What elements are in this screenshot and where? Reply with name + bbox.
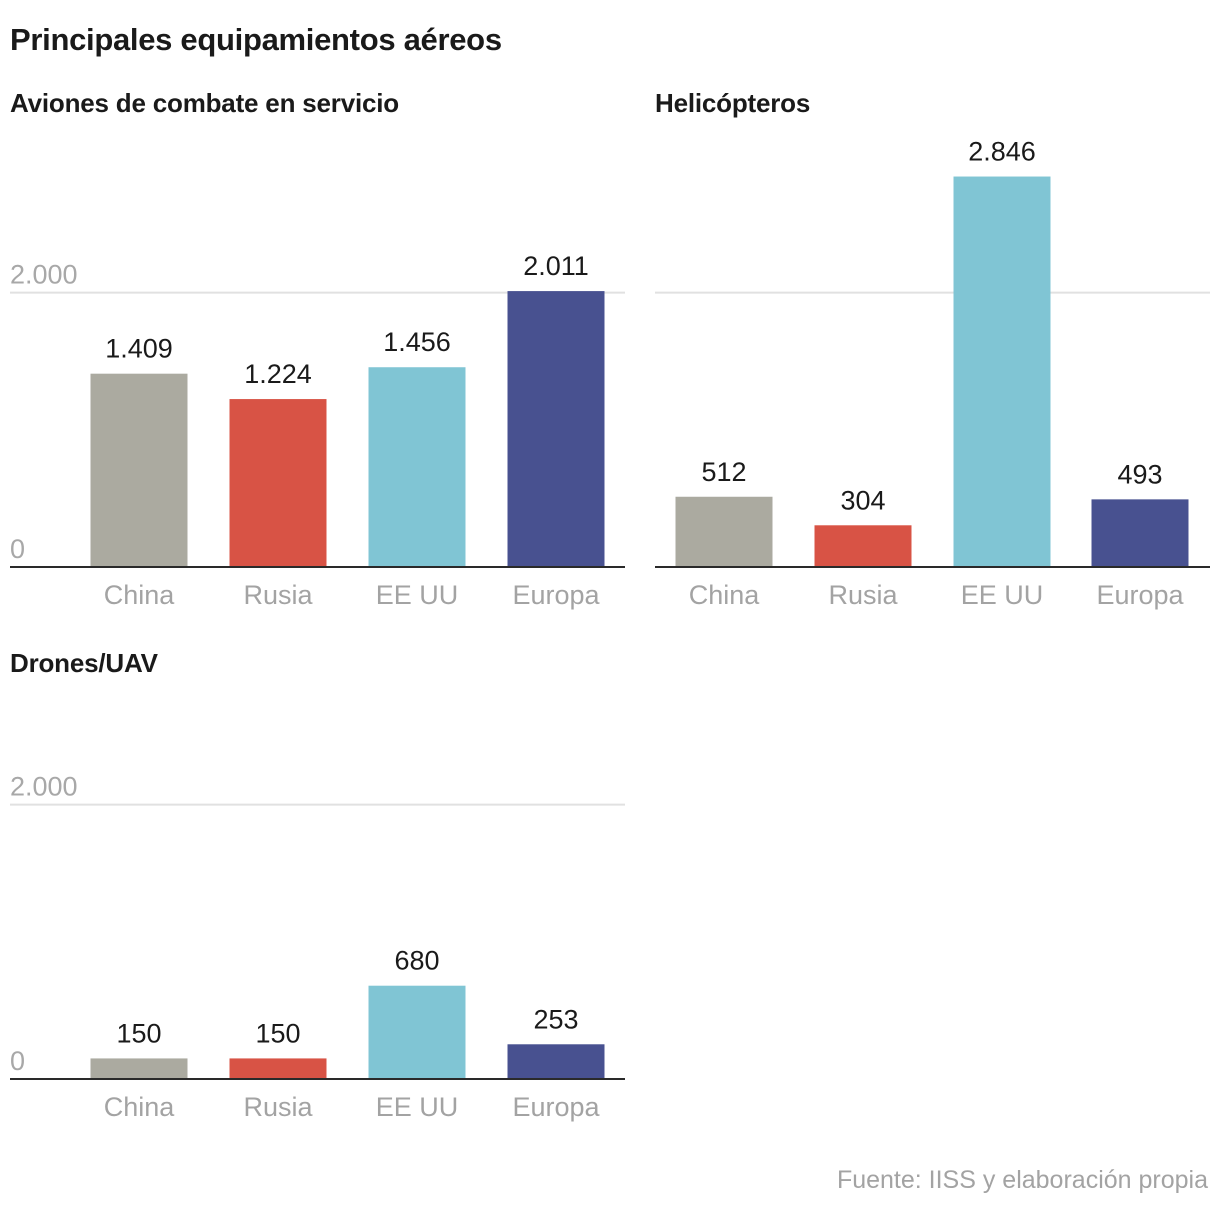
aviones-bar-rusia <box>229 399 327 567</box>
drones-data-label: 253 <box>533 1004 578 1034</box>
drones-bar-ee-uu <box>368 985 466 1079</box>
aviones-data-label: 1.409 <box>105 334 173 364</box>
chart-drones-uav: 0 2.000 150 China 150 Rusia 680 EE UU 253 Europa <box>10 772 625 1122</box>
drones-bar-rusia <box>229 1058 327 1079</box>
helicopteros-data-label: 493 <box>1117 459 1162 489</box>
aviones-bar-china <box>90 373 188 567</box>
helicopteros-category-label: China <box>689 580 761 610</box>
helicopteros-bar-europa <box>1091 499 1189 567</box>
helicopteros-category-label: Rusia <box>828 580 898 610</box>
aviones-category-label: EE UU <box>376 580 459 610</box>
aviones-ytick-label: 0 <box>10 534 25 564</box>
helicopteros-bar-rusia <box>814 525 912 567</box>
helicopteros-category-label: EE UU <box>961 580 1044 610</box>
aviones-data-label: 1.224 <box>244 359 312 389</box>
aviones-category-label: Europa <box>512 580 600 610</box>
helicopteros-bar-ee-uu <box>953 176 1051 567</box>
source-note: Fuente: IISS y elaboración propia <box>836 1166 1208 1194</box>
drones-category-label: Europa <box>512 1092 600 1122</box>
drones-category-label: China <box>104 1092 176 1122</box>
chart-helicopteros: 512 China 304 Rusia 2.846 EE UU 493 Europa <box>655 137 1210 610</box>
aviones-data-label: 1.456 <box>383 327 451 357</box>
chart-title-aviones: Aviones de combate en servicio <box>10 88 399 118</box>
aviones-data-label: 2.011 <box>523 251 589 281</box>
drones-category-label: Rusia <box>243 1092 313 1122</box>
helicopteros-data-label: 304 <box>840 485 885 515</box>
drones-bar-china <box>90 1058 188 1079</box>
chart-title-drones: Drones/UAV <box>10 648 158 678</box>
aviones-category-label: Rusia <box>243 580 313 610</box>
page-title: Principales equipamientos aéreos <box>10 22 502 57</box>
aviones-bar-ee-uu <box>368 367 466 567</box>
aviones-bar-europa <box>507 291 605 567</box>
helicopteros-data-label: 2.846 <box>968 137 1036 167</box>
drones-data-label: 150 <box>255 1018 300 1048</box>
helicopteros-category-label: Europa <box>1096 580 1184 610</box>
drones-data-label: 150 <box>116 1018 161 1048</box>
drones-data-label: 680 <box>394 946 439 976</box>
helicopteros-data-label: 512 <box>701 457 746 487</box>
drones-ytick-label: 0 <box>10 1046 25 1076</box>
aviones-category-label: China <box>104 580 176 610</box>
chart-title-helicopteros: Helicópteros <box>655 88 811 118</box>
drones-bar-europa <box>507 1044 605 1079</box>
chart-aviones-de-combate: 0 2.000 1.409 China 1.224 Rusia 1.456 EE UU 2.01… <box>10 251 625 610</box>
drones-category-label: EE UU <box>376 1092 459 1122</box>
drones-ytick-label: 2.000 <box>10 772 78 802</box>
helicopteros-bar-china <box>675 496 773 567</box>
aviones-ytick-label: 2.000 <box>10 260 78 290</box>
